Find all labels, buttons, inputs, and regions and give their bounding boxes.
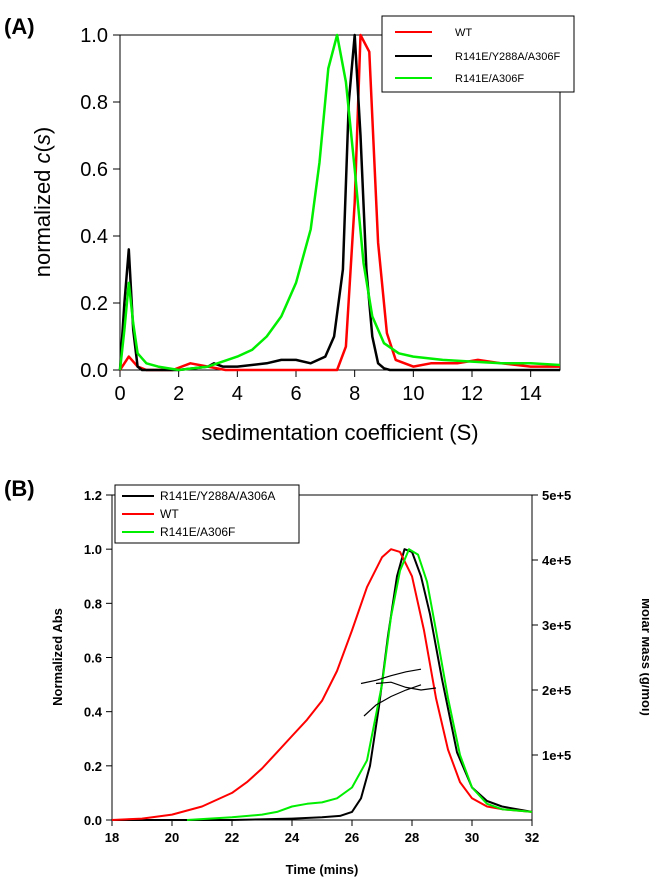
panel-a-plot-frame	[119, 34, 561, 371]
panel-a-x-tick-label: 0	[114, 383, 125, 405]
panel-a-y-tick-label: 0.2	[80, 293, 108, 315]
panel-b-y-tick-label: 0.6	[84, 651, 102, 666]
panel-b-series-line-wt	[111, 548, 533, 821]
panel-b-legend-label-r141e-a306f: R141E/A306F	[160, 525, 235, 539]
panel-a-y-label-paren-close: )	[30, 127, 55, 134]
panel-b-y2-tick-label: 5e+5	[542, 488, 571, 503]
panel-a-x-axis-label: sedimentation coefficient (S)	[201, 420, 478, 445]
panel-a-x-tick-label: 4	[232, 383, 243, 405]
panel-a-y-tick-label: 0.0	[80, 360, 108, 382]
panel-a-x-tick-label: 6	[290, 383, 301, 405]
panel-b-legend-label-r141e-y288a-a306a: R141E/Y288A/A306A	[160, 489, 275, 503]
panel-b-x-tick-label: 26	[345, 830, 359, 845]
panel-b-series-line-r141e-a306f	[186, 548, 533, 821]
panel-b-y-tick-label: 0.0	[84, 813, 102, 828]
panel-b-x-tick-label: 22	[225, 830, 239, 845]
panel-b-series	[111, 548, 533, 821]
panel-b-x-tick-label: 30	[465, 830, 479, 845]
panel-b-legend: R141E/Y288A/A306A WT R141E/A306F	[114, 484, 300, 544]
panel-a-series-line-r141e-y288a-a306f	[118, 33, 560, 372]
panel-b-y-tick-label: 0.8	[84, 596, 102, 611]
panel-b-x-tick-label: 28	[405, 830, 419, 845]
panel-a-legend-label-r141e-a306f: R141E/A306F	[455, 73, 524, 85]
panel-a-legend-label-wt: WT	[455, 27, 472, 39]
panel-a-legend: WT R141E/Y288A/A306F R141E/A306F	[381, 15, 575, 93]
panel-b-y-ticks: 0.0 0.2 0.4 0.6 0.8 1.0 1.2	[84, 488, 112, 828]
panel-a-x-tick-label: 10	[402, 383, 424, 405]
panel-a-y-tick-label: 0.4	[80, 226, 108, 248]
panel-a-y-tick-label: 1.0	[80, 25, 108, 47]
panel-a-series-line-r141e-a306f	[118, 33, 561, 372]
panel-a-x-tick-label: 8	[349, 383, 360, 405]
panel-b-y2-ticks: 1e+5 2e+5 3e+5 4e+5 5e+5	[532, 488, 571, 763]
panel-b: (B) 18 20 22 24 26 28 30 32 0.0 0.2 0.4 0.6 0.8 1.0 1…	[4, 476, 649, 877]
panel-b-y-tick-label: 1.2	[84, 488, 102, 503]
panel-b-label: (B)	[4, 476, 35, 501]
panel-a-y-tick-label: 0.8	[80, 92, 108, 114]
panel-b-molar-mass-trace	[375, 681, 437, 691]
panel-b-y2-tick-label: 3e+5	[542, 618, 571, 633]
panel-b-x-axis-label: Time (mins)	[286, 862, 359, 877]
panel-a-x-tick-label: 12	[461, 383, 483, 405]
panel-b-x-tick-label: 18	[105, 830, 119, 845]
panel-b-legend-label-wt: WT	[160, 507, 179, 521]
panel-a-x-ticks: 0 2 4 6 8 10 12 14	[114, 370, 542, 405]
panel-a: (A) 0 2 4 6 8 10 12 14 0.0 0.2 0.4 0.6 0.8 1.0 sedim…	[4, 14, 575, 445]
panel-b-y-tick-label: 0.4	[84, 705, 103, 720]
panel-b-y2-tick-label: 2e+5	[542, 683, 571, 698]
panel-b-x-tick-label: 32	[525, 830, 539, 845]
panel-a-y-tick-label: 0.6	[80, 159, 108, 181]
panel-b-molar-mass-traces	[360, 668, 437, 717]
panel-a-series	[118, 33, 561, 372]
panel-b-plot-frame	[111, 494, 533, 821]
panel-b-y-tick-label: 1.0	[84, 542, 102, 557]
panel-a-x-tick-label: 2	[173, 383, 184, 405]
panel-b-x-ticks: 18 20 22 24 26 28 30 32	[105, 820, 539, 845]
panel-a-y-label-paren-open: (	[30, 144, 55, 152]
panel-b-x-tick-label: 24	[285, 830, 300, 845]
panel-a-y-label-prefix: normalized	[30, 163, 55, 277]
panel-b-molar-mass-trace	[360, 668, 422, 685]
panel-a-legend-box	[381, 15, 575, 93]
panel-a-y-ticks: 0.0 0.2 0.4 0.6 0.8 1.0	[80, 25, 120, 382]
panel-a-y-label-italic-c: c	[30, 152, 55, 163]
panel-b-y2-axis-label: Molar Mass (g/mol)	[639, 598, 649, 716]
panel-a-legend-label-r141e-y288a-a306f: R141E/Y288A/A306F	[455, 51, 560, 63]
panel-b-x-tick-label: 20	[165, 830, 179, 845]
panel-a-y-label-italic-s: s	[30, 134, 55, 145]
panel-a-y-axis-label: normalized c(s)	[30, 127, 55, 277]
panel-b-molar-mass-trace	[363, 684, 422, 717]
panel-b-y-axis-label: Normalized Abs	[50, 608, 65, 706]
panel-a-label: (A)	[4, 14, 35, 39]
panel-b-y-tick-label: 0.2	[84, 759, 102, 774]
panel-b-y2-tick-label: 1e+5	[542, 748, 571, 763]
panel-b-y2-tick-label: 4e+5	[542, 553, 571, 568]
panel-a-x-tick-label: 14	[520, 383, 542, 405]
